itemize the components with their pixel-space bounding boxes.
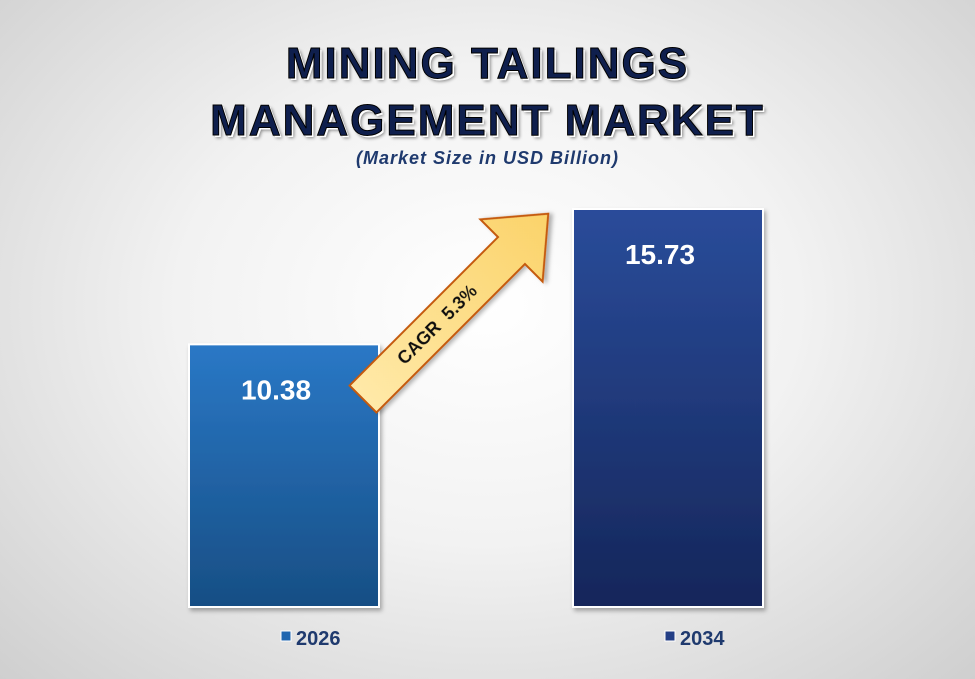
- legend-swatch-2026: [280, 630, 292, 642]
- cagr-arrow: CAGR 5.3%: [348, 212, 550, 414]
- cagr-label: CAGR 5.3%: [393, 281, 481, 369]
- bar-2026: [188, 343, 380, 608]
- chart-subtitle: (Market Size in USD Billion): [355, 148, 620, 168]
- legend-label-2026: 2026: [296, 628, 341, 650]
- legend-label-2034: 2034: [680, 628, 725, 650]
- legend-swatch-2034: [664, 630, 676, 642]
- bar-value-label-2034: 15.73: [625, 239, 695, 270]
- bar-2034: [572, 208, 764, 608]
- cagr-arrow-shape: [348, 212, 550, 414]
- bar-value-label-2026: 10.38: [241, 374, 311, 405]
- chart-title-line1: MINING TAILINGS: [285, 39, 690, 88]
- chart-title-line2: MANAGEMENT MARKET: [210, 96, 765, 145]
